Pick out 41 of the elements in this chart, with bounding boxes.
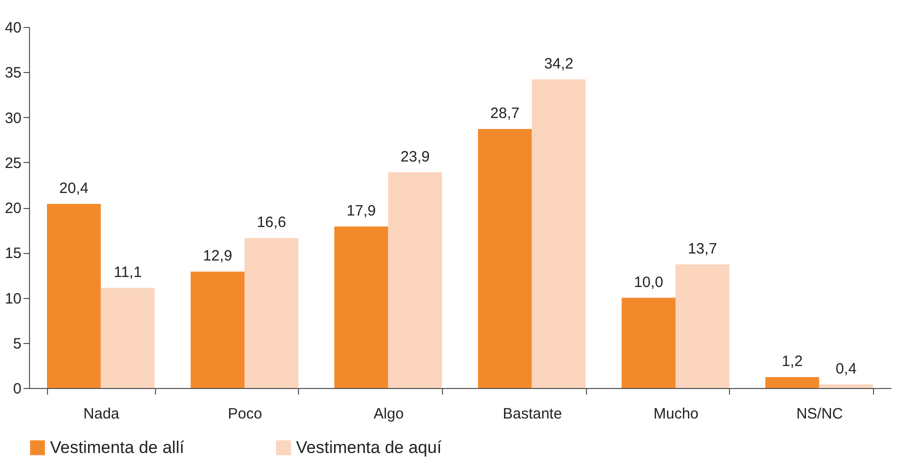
bar [244, 238, 298, 388]
bar [46, 204, 101, 388]
data-label: 34,2 [544, 55, 574, 72]
bar [622, 298, 676, 388]
y-tick-label: 5 [13, 335, 22, 352]
x-tick-label: Poco [228, 406, 262, 422]
data-label: 20,4 [59, 180, 88, 197]
data-label: 16,6 [256, 214, 286, 232]
y-tick-label: 15 [4, 245, 22, 262]
y-tick-label: 0 [13, 380, 22, 398]
data-label: 17,9 [346, 202, 376, 220]
bar [190, 272, 244, 388]
x-tick-label: Mucho [653, 406, 699, 422]
bar [532, 79, 586, 388]
data-label: 1,2 [782, 353, 803, 370]
data-label: 13,7 [688, 240, 718, 258]
bar [676, 264, 730, 388]
data-label: 0,4 [836, 360, 857, 378]
y-tick-label: 35 [4, 64, 22, 82]
y-tick-label: 20 [4, 200, 22, 217]
data-label: 28,7 [490, 104, 520, 122]
data-label: 12,9 [202, 248, 232, 265]
legend-label: Vestimenta de aquí [296, 438, 442, 457]
bar [765, 377, 820, 388]
y-tick-label: 30 [4, 110, 22, 127]
bar [100, 288, 155, 388]
x-tick-label: NS/NC [796, 406, 844, 422]
bar [819, 384, 874, 388]
data-label: 10,0 [634, 274, 664, 291]
y-tick-label: 40 [4, 20, 22, 36]
x-tick-label: Algo [374, 406, 404, 422]
bar [388, 172, 442, 388]
bar [478, 128, 532, 388]
data-label: 23,9 [400, 148, 430, 166]
legend-label: Vestimenta de allí [50, 438, 184, 457]
y-tick-label: 10 [4, 290, 22, 308]
data-label: 11,1 [114, 264, 142, 281]
x-tick-label: Nada [83, 406, 120, 422]
y-tick-label: 25 [4, 154, 22, 172]
bar [334, 226, 388, 388]
x-tick-label: Bastante [502, 406, 562, 422]
